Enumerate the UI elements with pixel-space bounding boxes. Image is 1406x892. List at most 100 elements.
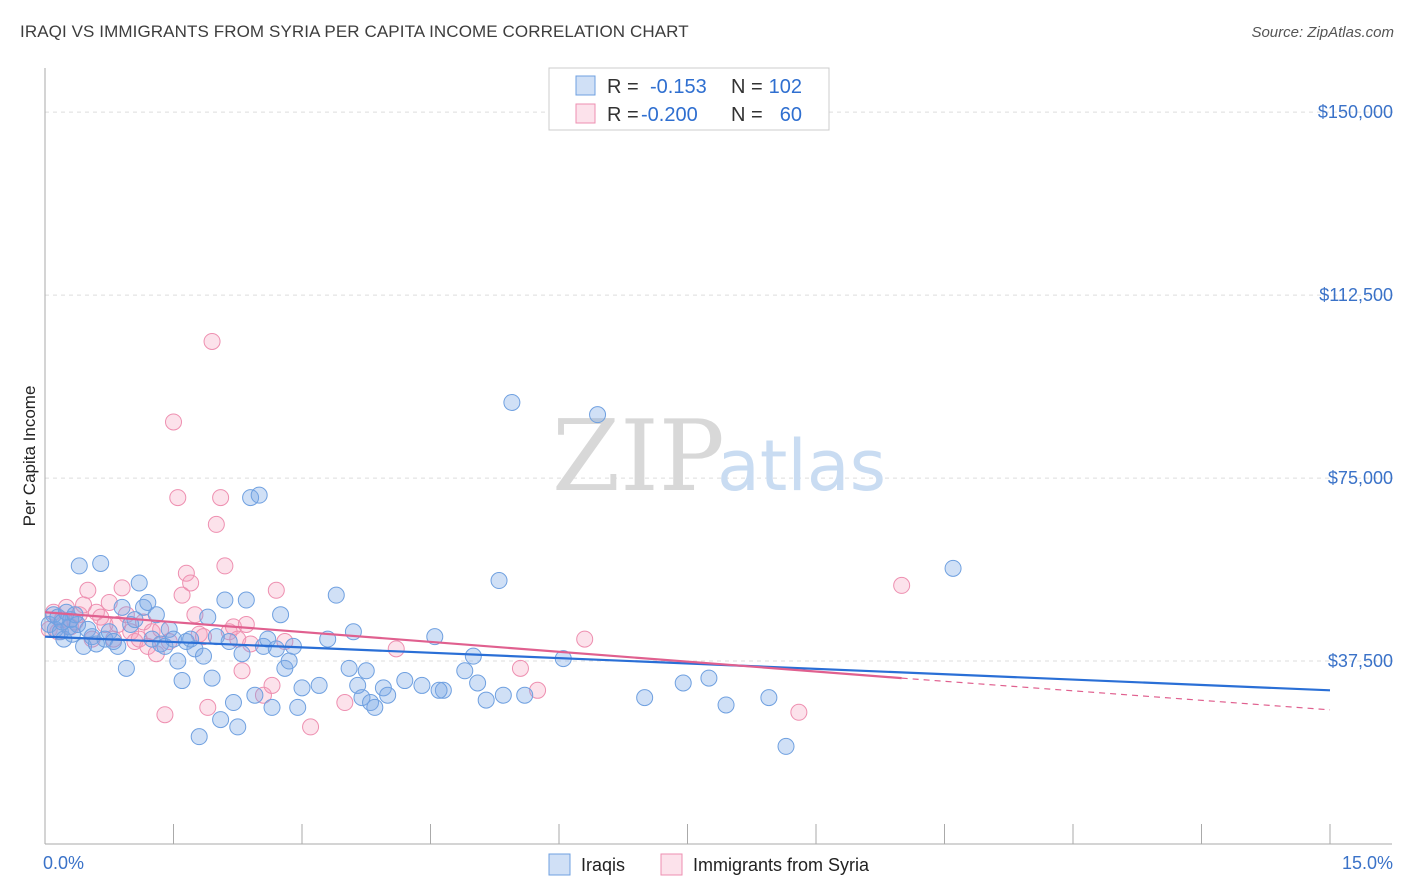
iraqis-point	[169, 652, 187, 670]
syria-points	[40, 332, 911, 736]
syria-point	[207, 515, 225, 533]
syria-point	[576, 630, 594, 648]
syria-point	[302, 718, 320, 736]
syria-legend-marker	[660, 853, 683, 876]
watermark-zip: ZIP	[552, 400, 725, 514]
iraqis-point	[494, 686, 512, 704]
iraqis-point	[777, 737, 795, 755]
iraqis-point	[700, 669, 718, 687]
x-tick-label-end: 15.0%	[1342, 853, 1393, 873]
iraqis-point	[194, 647, 212, 665]
y-axis-title: Per Capita Income	[20, 386, 39, 527]
iraqis-point	[434, 681, 452, 699]
iraqis-legend-marker	[548, 853, 571, 876]
syria-r-value: -0.200	[641, 104, 698, 126]
syria-legend-label: Immigrants from Syria	[693, 855, 870, 875]
correlation-legend: R = -0.153 N = 102 R = -0.200 N = 60	[548, 67, 830, 131]
iraqis-point	[289, 698, 307, 716]
iraqis-point	[366, 698, 384, 716]
iraqis-point	[109, 637, 127, 655]
iraqis-point	[259, 630, 277, 648]
iraqis-point	[456, 662, 474, 680]
syria-point	[177, 564, 195, 582]
syria-point	[237, 615, 255, 633]
iraqis-point	[280, 652, 298, 670]
y-tick-label: $112,500	[1319, 285, 1393, 305]
syria-point	[387, 640, 405, 658]
iraqis-n-value: 102	[769, 76, 802, 98]
iraqis-point	[357, 662, 375, 680]
iraqis-point	[944, 559, 962, 577]
iraqis-point	[490, 572, 508, 590]
iraqis-point	[113, 598, 131, 616]
iraqis-r-label: R =	[607, 76, 639, 98]
syria-n-label: N =	[731, 104, 763, 126]
gridlines	[45, 111, 1395, 662]
syria-legend-swatch	[575, 103, 596, 124]
iraqis-point	[760, 689, 778, 707]
source-label: Source: ZipAtlas.com	[1251, 24, 1394, 41]
syria-point	[100, 593, 118, 611]
series-legend: Iraqis Immigrants from Syria	[548, 853, 870, 876]
x-tick-labels: 0.0% 15.0%	[43, 853, 1393, 873]
syria-point	[336, 694, 354, 712]
syria-point	[165, 413, 182, 431]
iraqis-point	[229, 718, 247, 736]
iraqis-r-value: -0.153	[650, 76, 707, 98]
iraqis-point	[379, 686, 397, 704]
syria-point	[263, 676, 281, 694]
iraqis-point	[263, 698, 281, 716]
iraqis-point	[589, 406, 607, 424]
iraqis-point	[130, 574, 148, 592]
syria-trend-extension	[901, 677, 1331, 711]
y-tick-labels: $37,500 $75,000 $112,500 $150,000	[1318, 102, 1393, 671]
syria-point	[109, 615, 127, 633]
iraqis-point	[237, 591, 255, 609]
axes	[44, 68, 1392, 845]
iraqis-point	[267, 640, 285, 658]
syria-point	[203, 332, 221, 350]
iraqis-point	[143, 630, 161, 648]
iraqis-point	[293, 679, 311, 697]
iraqis-point	[250, 486, 268, 504]
trend-lines	[44, 611, 1331, 711]
iraqis-legend-swatch	[575, 75, 596, 96]
syria-point	[893, 576, 911, 594]
syria-point	[130, 630, 148, 648]
iraqis-point	[224, 694, 242, 712]
iraqis-trend-line	[44, 635, 1331, 692]
syria-point	[216, 557, 234, 575]
iraqis-point	[117, 659, 135, 677]
iraqis-point	[190, 728, 208, 746]
iraqis-point	[636, 689, 654, 707]
chart-title: IRAQI VS IMMIGRANTS FROM SYRIA PER CAPIT…	[20, 22, 689, 41]
iraqis-legend-label: Iraqis	[581, 855, 625, 875]
syria-point	[267, 581, 285, 599]
syria-point	[233, 662, 251, 680]
syria-point	[156, 706, 174, 724]
iraqis-point	[327, 586, 345, 604]
iraqis-point	[216, 591, 234, 609]
y-tick-label: $37,500	[1328, 651, 1393, 671]
syria-point	[254, 686, 272, 704]
iraqis-point	[139, 593, 157, 611]
iraqis-point	[516, 686, 534, 704]
iraqis-points	[40, 393, 962, 755]
syria-r-label: R =	[607, 104, 639, 126]
syria-point	[529, 681, 547, 699]
iraqis-point	[674, 674, 692, 692]
y-tick-label: $75,000	[1328, 468, 1393, 488]
iraqis-point	[233, 645, 251, 663]
iraqis-point	[203, 669, 221, 687]
iraqis-point	[503, 393, 521, 411]
syria-trend-line	[44, 611, 902, 680]
iraqis-point	[340, 659, 358, 677]
syria-n-value: 60	[780, 104, 802, 126]
iraqis-point	[186, 640, 204, 658]
iraqis-point	[426, 628, 444, 646]
iraqis-point	[199, 608, 217, 626]
y-tick-label: $150,000	[1318, 102, 1393, 122]
syria-point	[790, 703, 808, 721]
syria-point	[173, 586, 191, 604]
